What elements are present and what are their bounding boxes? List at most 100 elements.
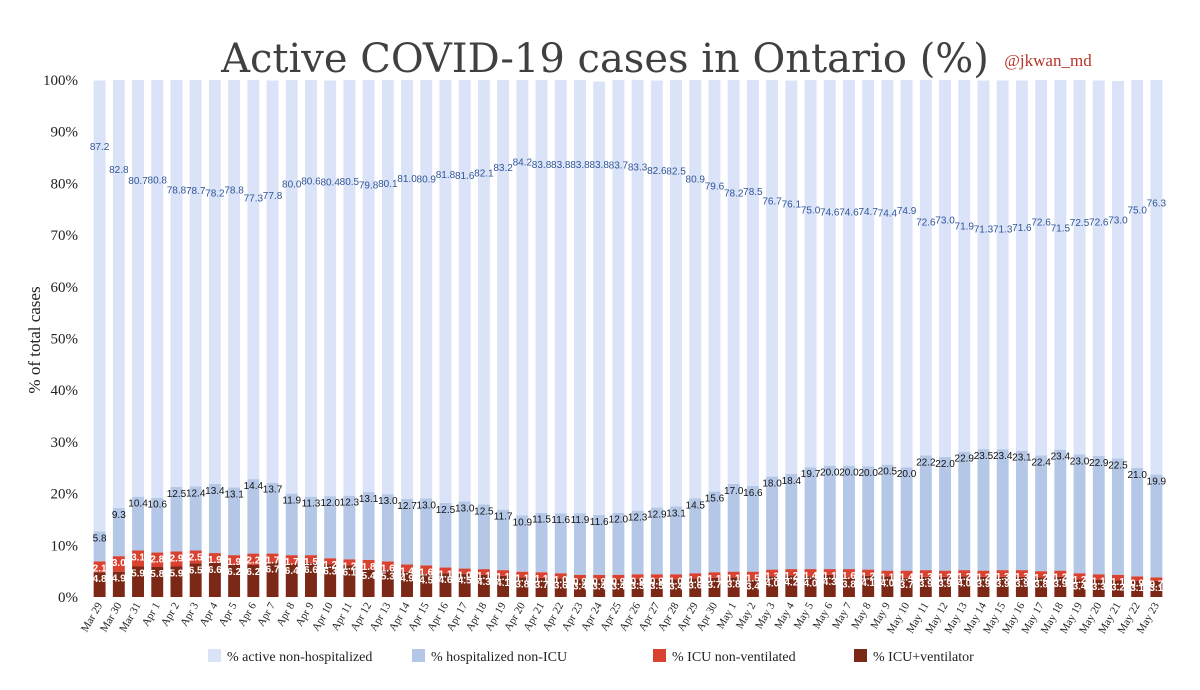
bar-icu-non-vent xyxy=(727,571,740,578)
data-label: 22.5 xyxy=(1108,460,1128,471)
bar-active-non-hosp xyxy=(420,80,433,499)
data-label: 3.4 xyxy=(573,581,587,592)
bar-icu-non-vent xyxy=(1131,576,1144,581)
data-label: 6.1 xyxy=(342,567,356,578)
bar-icu-non-vent xyxy=(1092,574,1105,580)
bar-icu-non-vent xyxy=(112,556,125,572)
bar-icu-vent xyxy=(670,579,682,597)
data-label: 1.2 xyxy=(342,561,356,572)
bar-icu-non-vent xyxy=(977,570,990,577)
bar-icu-non-vent xyxy=(1150,577,1163,581)
bar-icu-non-vent xyxy=(1054,570,1067,577)
data-label: 71.3 xyxy=(993,224,1013,235)
bar-hosp-non-icu xyxy=(1054,449,1067,571)
data-label: 3.1 xyxy=(1130,583,1144,594)
data-label: 3.7 xyxy=(535,580,549,591)
bar-hosp-non-icu xyxy=(727,483,740,572)
bar-hosp-non-icu xyxy=(1131,467,1144,577)
data-label: 1.0 xyxy=(669,576,683,587)
data-label: 72.6 xyxy=(1031,218,1051,229)
bar-hosp-non-icu xyxy=(247,479,260,554)
bar-hosp-non-icu xyxy=(612,512,625,575)
bar-icu-non-vent xyxy=(670,574,682,580)
bar-hosp-non-icu xyxy=(708,491,721,573)
bar-hosp-non-icu xyxy=(574,513,586,575)
data-label: 1.1 xyxy=(535,574,549,585)
data-label: 1.2 xyxy=(1073,575,1087,586)
bar-icu-vent xyxy=(439,573,452,597)
bar-icu-vent xyxy=(612,579,625,597)
data-label: 1.9 xyxy=(208,555,222,566)
data-label: 1.6 xyxy=(381,563,395,574)
bar-hosp-non-icu xyxy=(208,483,221,554)
data-label: 80.1 xyxy=(378,179,398,190)
data-label: 81.6 xyxy=(455,171,475,182)
bar-icu-non-vent xyxy=(285,555,298,564)
bar-icu-non-vent xyxy=(189,550,202,564)
data-label: 83.7 xyxy=(609,160,629,171)
bar-icu-non-vent xyxy=(439,567,452,574)
data-label: 1.1 xyxy=(823,571,837,582)
data-label: 0.7 xyxy=(1149,579,1163,590)
bar-hosp-non-icu xyxy=(516,515,529,572)
y-tick-label: 90% xyxy=(51,125,79,141)
data-label: 83.8 xyxy=(551,160,571,171)
bar-active-non-hosp xyxy=(862,80,875,467)
data-label: 1.2 xyxy=(784,571,798,582)
chart-title: Active COVID-19 cases in Ontario (%) xyxy=(220,36,989,82)
bar-icu-vent xyxy=(689,578,702,597)
data-label: 76.1 xyxy=(782,200,802,211)
bar-hosp-non-icu xyxy=(1092,455,1105,575)
bar-active-non-hosp xyxy=(132,80,144,497)
data-label: 1.1 xyxy=(1092,576,1106,587)
bar-active-non-hosp xyxy=(381,80,394,495)
bar-active-non-hosp xyxy=(93,80,106,532)
bar-hosp-non-icu xyxy=(305,496,317,556)
data-label: 3.4 xyxy=(1073,581,1087,592)
data-label: 2.8 xyxy=(150,555,164,566)
data-label: 80.0 xyxy=(282,179,302,190)
data-label: 11.7 xyxy=(494,512,513,523)
data-label: 80.6 xyxy=(301,176,321,187)
bar-icu-non-vent xyxy=(247,553,260,565)
data-label: 72.6 xyxy=(1089,218,1109,229)
data-label: 75.0 xyxy=(1127,205,1147,216)
bar-active-non-hosp xyxy=(324,80,337,497)
bar-hosp-non-icu xyxy=(746,485,759,572)
bar-active-non-hosp xyxy=(843,80,855,466)
bar-active-non-hosp xyxy=(112,80,125,509)
data-label: 2.1 xyxy=(93,563,107,574)
bar-icu-vent xyxy=(1035,577,1048,597)
data-label: 1.4 xyxy=(900,573,914,584)
data-label: 20.5 xyxy=(878,467,898,478)
bar-icu-non-vent xyxy=(535,572,548,578)
data-label: 12.9 xyxy=(647,510,667,521)
bar-active-non-hosp xyxy=(939,80,951,457)
bar-icu-vent xyxy=(247,564,260,597)
data-label: 5.8 xyxy=(150,569,164,580)
bar-icu-vent xyxy=(343,565,356,597)
bar-icu-non-vent xyxy=(1015,570,1028,577)
data-label: 4.1 xyxy=(496,578,510,589)
bar-active-non-hosp xyxy=(900,80,913,468)
bar-active-non-hosp xyxy=(362,80,375,493)
data-label: 83.8 xyxy=(532,160,552,171)
bar-active-non-hosp xyxy=(612,80,625,513)
data-label: 82.5 xyxy=(666,166,686,177)
bar-icu-vent xyxy=(132,566,144,597)
data-label: 1.2 xyxy=(957,572,971,583)
data-label: 12.0 xyxy=(320,498,340,509)
legend-swatch xyxy=(653,649,666,662)
data-label: 78.7 xyxy=(186,186,206,197)
data-label: 1.2 xyxy=(938,573,952,584)
bar-icu-vent xyxy=(593,579,606,597)
bar-active-non-hosp xyxy=(977,80,990,450)
bar-icu-vent xyxy=(843,577,855,597)
data-label: 6.6 xyxy=(208,565,222,576)
data-label: 22.9 xyxy=(1089,458,1109,469)
x-tick-label: Apr 7 xyxy=(255,600,278,628)
x-tick-label: Apr 4 xyxy=(197,600,220,628)
bar-hosp-non-icu xyxy=(93,531,106,562)
